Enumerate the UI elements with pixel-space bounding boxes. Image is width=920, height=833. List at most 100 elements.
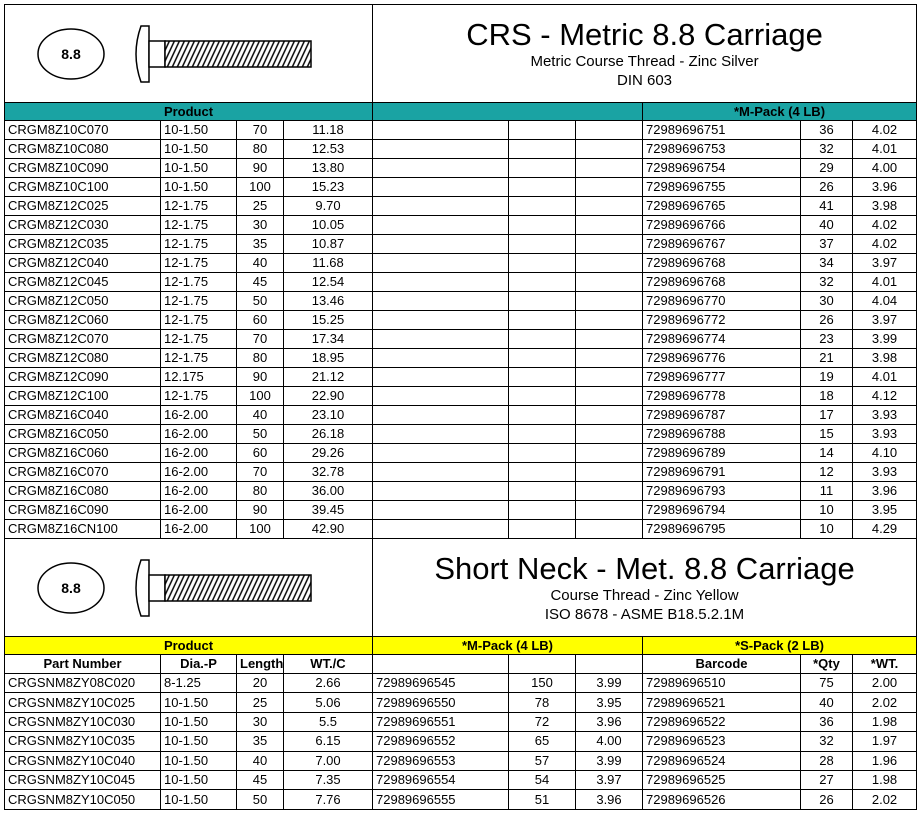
empty-cell [372, 310, 509, 330]
group-label: *M-Pack (4 LB) [641, 102, 918, 121]
table-cell: 10-1.50 [160, 711, 237, 733]
empty-cell [575, 196, 643, 216]
column-header: Dia.-P [160, 654, 237, 674]
table-cell: CRGSNM8ZY10C040 [4, 750, 161, 771]
table-cell: 36 [800, 711, 853, 733]
table-cell: 10 [800, 500, 853, 520]
table-cell: 3.96 [851, 481, 918, 501]
table-cell: 26.18 [283, 424, 373, 444]
grade-badge: 8.8 [61, 46, 81, 62]
column-header-row: Part Number Dia.-P Length WT./C Barcode *Qty *… [4, 654, 918, 674]
empty-cell [575, 291, 643, 311]
empty-cell [372, 405, 509, 425]
table-cell: 80 [236, 348, 284, 368]
data-row: CRGM8Z10C070 10-1.50 70 11.18 72989696751 36 4… [4, 120, 918, 140]
table-cell: 3.93 [851, 424, 918, 444]
empty-cell [508, 120, 576, 140]
table-cell: 11 [800, 481, 853, 501]
table-cell: 19 [800, 367, 853, 387]
data-row: CRGM8Z12C040 12-1.75 40 11.68 72989696768 34 3… [4, 253, 918, 273]
table-cell: 10-1.50 [160, 177, 237, 197]
empty-cell [575, 654, 643, 674]
table-cell: 78 [508, 692, 576, 713]
table-cell: 23 [800, 329, 853, 349]
empty-cell [508, 253, 576, 273]
table-cell: 75 [800, 672, 853, 694]
table-cell: 25 [236, 196, 284, 216]
table-cell: 37 [800, 234, 853, 254]
table-cell: 40 [236, 253, 284, 273]
table-cell: 72989696791 [642, 462, 801, 482]
table-cell: 3.99 [851, 329, 918, 349]
empty-cell [372, 654, 509, 674]
table-cell: CRGM8Z12C060 [4, 310, 161, 330]
empty-cell [575, 519, 643, 539]
table-cell: 72989696524 [642, 750, 801, 771]
empty-cell [508, 424, 576, 444]
group-label: *M-Pack (4 LB) [372, 636, 643, 655]
data-row: CRGM8Z12C025 12-1.75 25 9.70 72989696765 41 3.… [4, 196, 918, 216]
empty-cell [372, 120, 509, 140]
data-row: CRGSNM8ZY10C025 10-1.50 25 5.06 72989696550 7… [4, 692, 918, 713]
table-cell: 72989696555 [372, 789, 509, 810]
table-cell: 100 [236, 519, 284, 539]
table-cell: CRGM8Z12C050 [4, 291, 161, 311]
table-cell: 72989696766 [642, 215, 801, 235]
table-cell: 32 [800, 731, 853, 752]
table-cell: 12-1.75 [160, 348, 237, 368]
data-row: CRGSNM8ZY10C040 10-1.50 40 7.00 72989696553 5… [4, 750, 918, 771]
empty-cell [372, 367, 509, 387]
empty-cell [372, 272, 509, 292]
empty-cell [575, 405, 643, 425]
table-cell: CRGM8Z10C070 [4, 120, 161, 140]
empty-cell [575, 272, 643, 292]
table-cell: 2.00 [851, 672, 918, 694]
table-cell: 40 [236, 750, 284, 771]
table-cell: 16-2.00 [160, 481, 237, 501]
data-row: CRGM8Z16C060 16-2.00 60 29.26 72989696789 14 4… [4, 443, 918, 463]
table-cell: 17.34 [283, 329, 373, 349]
table-cell: 12 [800, 462, 853, 482]
column-header: Part Number [4, 654, 161, 674]
table-cell: 72989696789 [642, 443, 801, 463]
table-cell: 16-2.00 [160, 424, 237, 444]
table-cell: 39.45 [283, 500, 373, 520]
table-cell: 12-1.75 [160, 272, 237, 292]
table-cell: 16-2.00 [160, 443, 237, 463]
product-table: 8.8 CRS - Metric 8.8 Carriage Metric Cours… [4, 4, 918, 810]
table-cell: 12-1.75 [160, 234, 237, 254]
empty-cell [575, 234, 643, 254]
table-cell: CRGM8Z16C090 [4, 500, 161, 520]
table-cell: 3.97 [575, 769, 643, 791]
table-cell: CRGM8Z10C090 [4, 158, 161, 178]
data-row: CRGM8Z10C090 10-1.50 90 13.80 72989696754 29 4… [4, 158, 918, 178]
table-cell: 32 [800, 139, 853, 159]
empty-cell [508, 310, 576, 330]
table-cell: 16-2.00 [160, 519, 237, 539]
data-row: CRGM8Z16C070 16-2.00 70 32.78 72989696791 12 3… [4, 462, 918, 482]
empty-cell [508, 500, 576, 520]
table-cell: 40 [236, 405, 284, 425]
table-cell: 15 [800, 424, 853, 444]
table-cell: CRGM8Z12C080 [4, 348, 161, 368]
table-cell: 72989696545 [372, 672, 509, 694]
table-cell: 10-1.50 [160, 158, 237, 178]
table-cell: 150 [508, 672, 576, 694]
table-cell: 10-1.50 [160, 692, 237, 713]
table-cell: 3.98 [851, 196, 918, 216]
table-cell: 54 [508, 769, 576, 791]
group-band: Product *M-Pack (4 LB) [4, 102, 918, 121]
empty-cell [372, 519, 509, 539]
table-cell: 13.46 [283, 291, 373, 311]
table-cell: 50 [236, 424, 284, 444]
table-cell: 5.5 [283, 711, 373, 733]
table-cell: 16-2.00 [160, 462, 237, 482]
empty-cell [372, 234, 509, 254]
table-cell: 28 [800, 750, 853, 771]
empty-cell [372, 386, 509, 406]
table-cell: 23.10 [283, 405, 373, 425]
table-cell: 3.98 [851, 348, 918, 368]
table-cell: 50 [236, 789, 284, 810]
section-header: 8.8 CRS - Metric 8.8 Carriage Metric Cours… [4, 4, 918, 103]
table-cell: 10 [800, 519, 853, 539]
